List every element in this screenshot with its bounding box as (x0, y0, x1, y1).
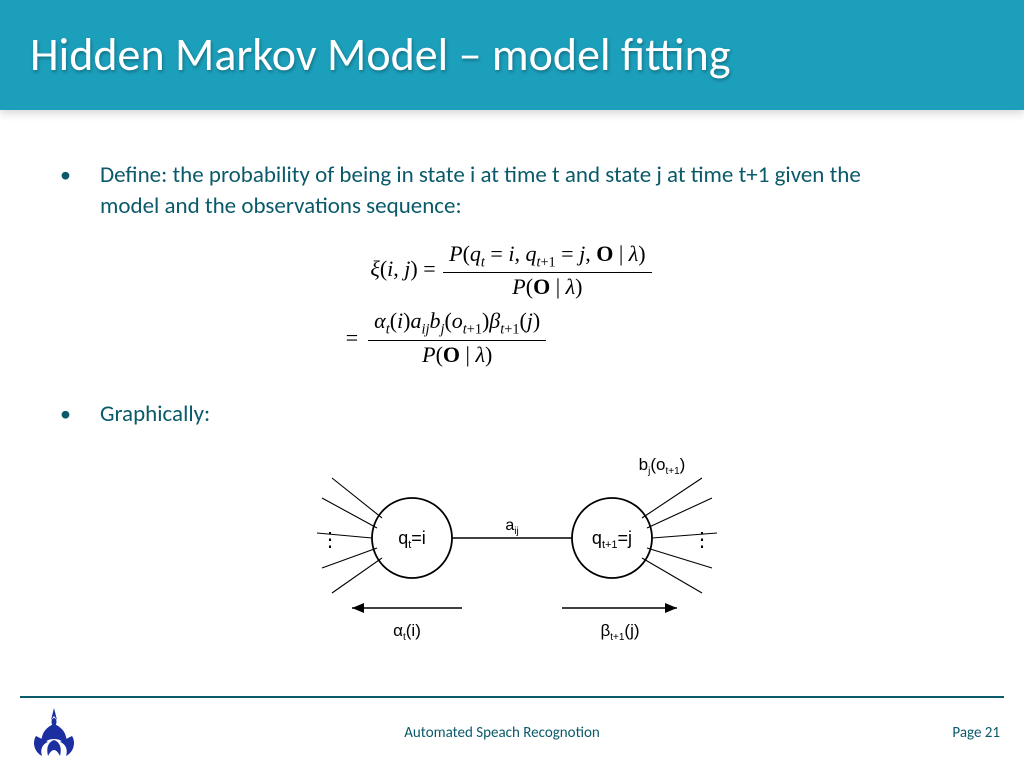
title-bar: Hidden Markov Model – model fitting (0, 0, 1024, 110)
node-right (572, 498, 652, 578)
bullet-2: • Graphically: (60, 399, 964, 430)
hmm-diagram: ⋮ qt=i aij qt+1=j ⋮ bj(ot+1) (60, 438, 964, 653)
formula-block: ξ(i, j) = P(qt = i, qt+1 = j, O | λ) P(O… (60, 240, 964, 369)
slide-content: • Define: the probability of being in st… (0, 110, 1024, 653)
formula-line-2: = αt(i)aijbj(ot+1)βt+1(j) P(O | λ) (60, 307, 964, 368)
emission-label: bj(ot+1) (639, 455, 686, 477)
bullet-1-text: Define: the probability of being in stat… (100, 160, 880, 222)
bullet-2-text: Graphically: (100, 399, 210, 430)
footer-page-number: Page 21 (920, 724, 1000, 742)
bullet-dot-icon: • (60, 160, 100, 222)
slide-title: Hidden Markov Model – model fitting (30, 27, 730, 83)
footer-center-text: Automated Speach Recognotion (84, 724, 920, 742)
footer: Automated Speach Recognotion Page 21 (0, 698, 1024, 768)
formula-line-1: ξ(i, j) = P(qt = i, qt+1 = j, O | λ) P(O… (60, 240, 964, 301)
footer-logo-icon (24, 706, 84, 760)
bullet-dot-icon: • (60, 399, 100, 430)
alpha-label: αt(i) (393, 621, 421, 643)
edge-label: aij (505, 517, 518, 537)
bullet-1: • Define: the probability of being in st… (60, 160, 964, 222)
beta-label: βt+1(j) (600, 621, 639, 643)
node-right-label: qt+1=j (592, 528, 632, 551)
node-left-label: qt=i (398, 528, 426, 551)
svg-text:⋮: ⋮ (692, 529, 712, 551)
svg-text:⋮: ⋮ (320, 529, 340, 551)
